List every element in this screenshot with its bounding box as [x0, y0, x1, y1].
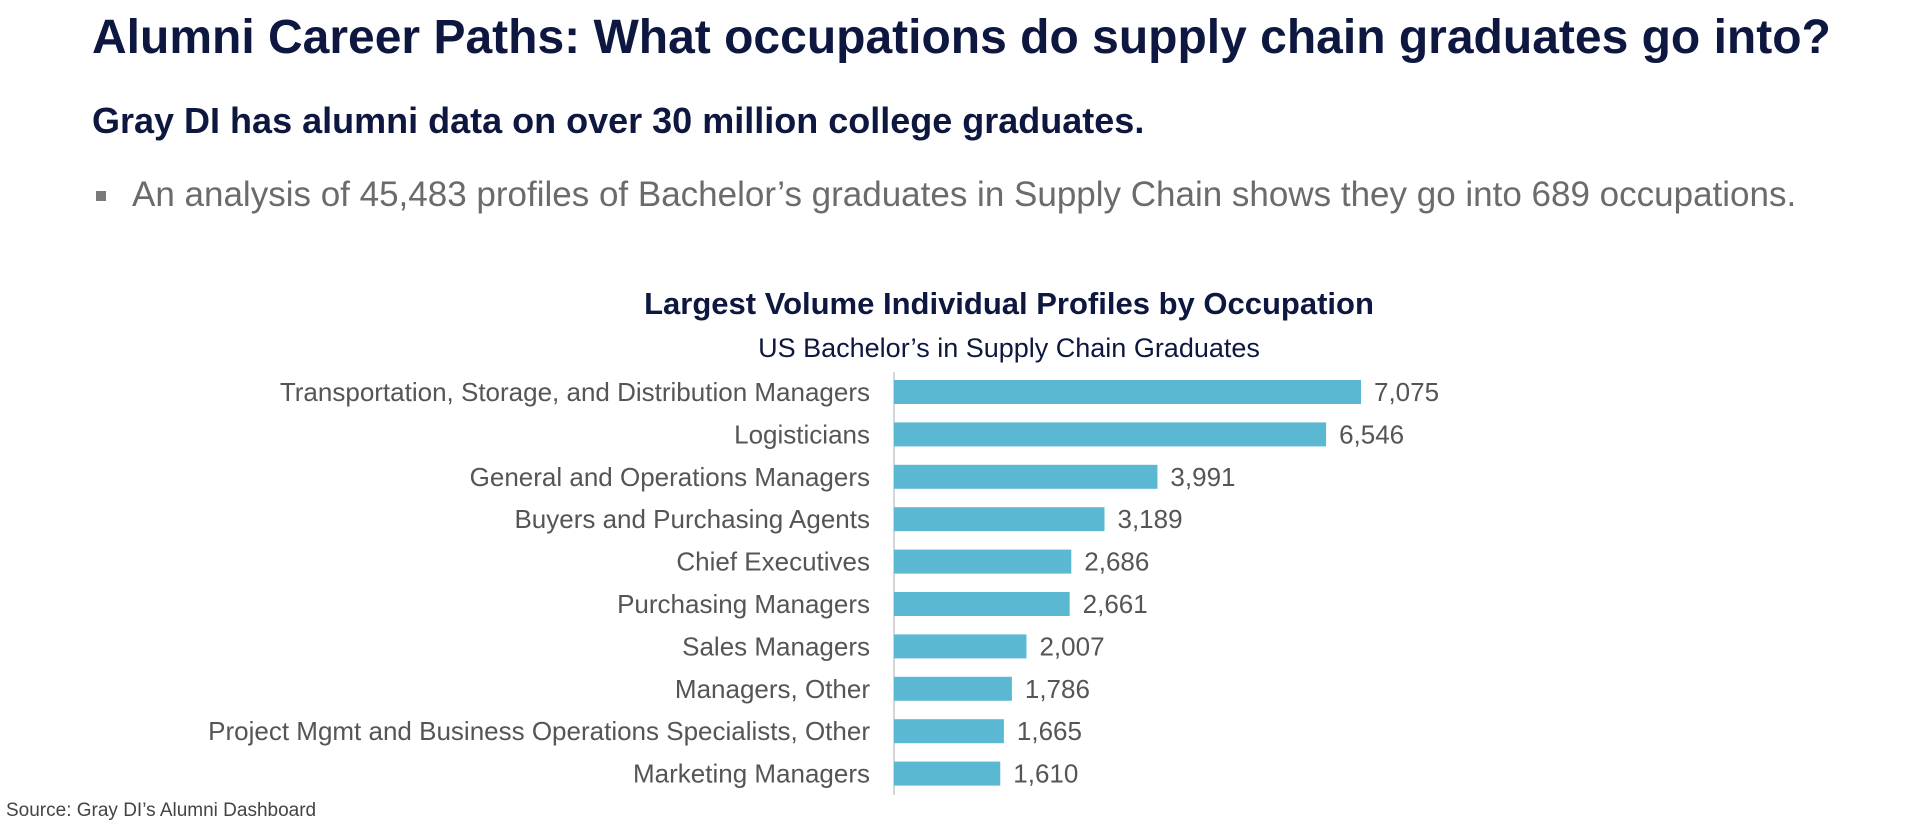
data-label: 3,189 [1117, 504, 1182, 534]
data-label: 1,665 [1017, 716, 1082, 746]
bar [894, 549, 1072, 574]
category-label: Logisticians [734, 419, 870, 449]
category-label: General and Operations Managers [470, 462, 870, 492]
bar [894, 592, 1070, 616]
chart-title: Largest Volume Individual Profiles by Oc… [644, 286, 1374, 321]
data-label: 6,546 [1339, 419, 1404, 449]
chart-subtitle: US Bachelor’s in Supply Chain Graduates [758, 333, 1260, 363]
data-label: 3,991 [1170, 462, 1235, 492]
bullet-text: An analysis of 45,483 profiles of Bachel… [132, 175, 1797, 214]
bar [894, 507, 1105, 532]
category-label: Buyers and Purchasing Agents [514, 504, 870, 534]
bar [894, 380, 1361, 404]
bar [894, 464, 1158, 489]
page-title: Alumni Career Paths: What occupations do… [92, 11, 1831, 64]
source-note: Source: Gray DI’s Alumni Dashboard [6, 800, 317, 821]
bar [894, 761, 1001, 786]
category-label: Project Mgmt and Business Operations Spe… [208, 716, 870, 746]
bar [894, 676, 1012, 701]
bullet-square-icon [96, 191, 106, 201]
data-label: 2,661 [1083, 589, 1148, 619]
category-label: Purchasing Managers [617, 589, 870, 619]
category-label: Marketing Managers [633, 759, 870, 789]
data-label: 1,786 [1025, 674, 1090, 704]
category-label: Sales Managers [682, 631, 870, 661]
page-subtitle: Gray DI has alumni data on over 30 milli… [92, 100, 1145, 141]
bar [894, 634, 1027, 659]
bar [894, 422, 1327, 447]
category-label: Managers, Other [675, 674, 870, 704]
bullet-point: An analysis of 45,483 profiles of Bachel… [96, 175, 1796, 215]
category-label: Chief Executives [676, 547, 870, 577]
bar [894, 719, 1004, 744]
data-label: 7,075 [1374, 377, 1439, 407]
bar-chart: Transportation, Storage, and Distributio… [208, 372, 1439, 795]
category-label: Transportation, Storage, and Distributio… [280, 377, 870, 407]
data-label: 2,007 [1039, 631, 1104, 661]
data-label: 2,686 [1084, 547, 1149, 577]
data-label: 1,610 [1013, 759, 1078, 789]
